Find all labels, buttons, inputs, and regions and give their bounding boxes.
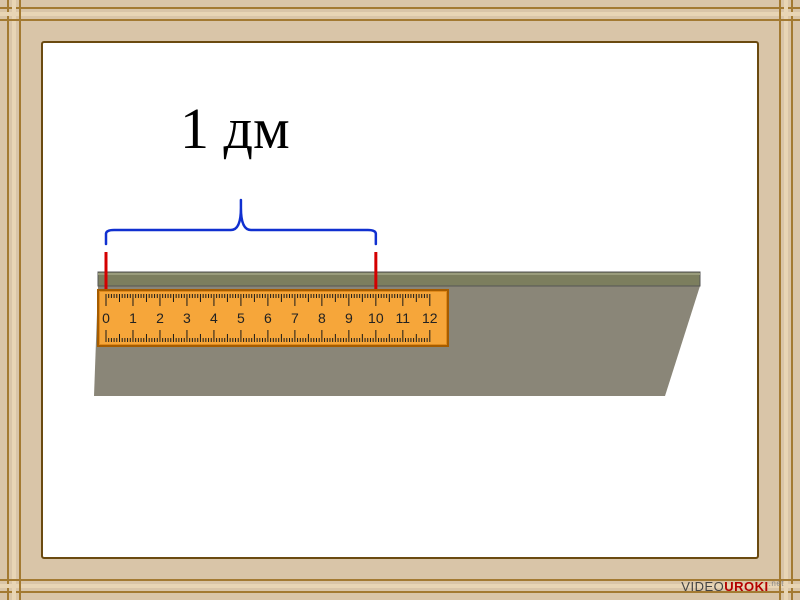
- watermark-suffix: .net: [769, 579, 784, 588]
- slide: 0123456789101112 1 дм VIDEOUROKI.net: [0, 0, 800, 600]
- svg-text:10: 10: [368, 310, 384, 326]
- slide-svg: 0123456789101112: [0, 0, 800, 600]
- title-label: 1 дм: [0, 95, 800, 162]
- svg-text:4: 4: [210, 310, 218, 326]
- watermark: VIDEOUROKI.net: [681, 579, 784, 594]
- svg-text:0: 0: [102, 310, 110, 326]
- svg-text:2: 2: [156, 310, 164, 326]
- watermark-prefix: VIDEO: [681, 579, 724, 594]
- svg-text:3: 3: [183, 310, 191, 326]
- svg-text:5: 5: [237, 310, 245, 326]
- ruler: 0123456789101112: [98, 290, 448, 346]
- watermark-red: UROKI: [724, 579, 768, 594]
- svg-text:9: 9: [345, 310, 353, 326]
- svg-text:12: 12: [422, 310, 438, 326]
- svg-text:8: 8: [318, 310, 326, 326]
- svg-text:1: 1: [129, 310, 137, 326]
- svg-text:6: 6: [264, 310, 272, 326]
- svg-text:7: 7: [291, 310, 299, 326]
- svg-text:11: 11: [396, 310, 411, 326]
